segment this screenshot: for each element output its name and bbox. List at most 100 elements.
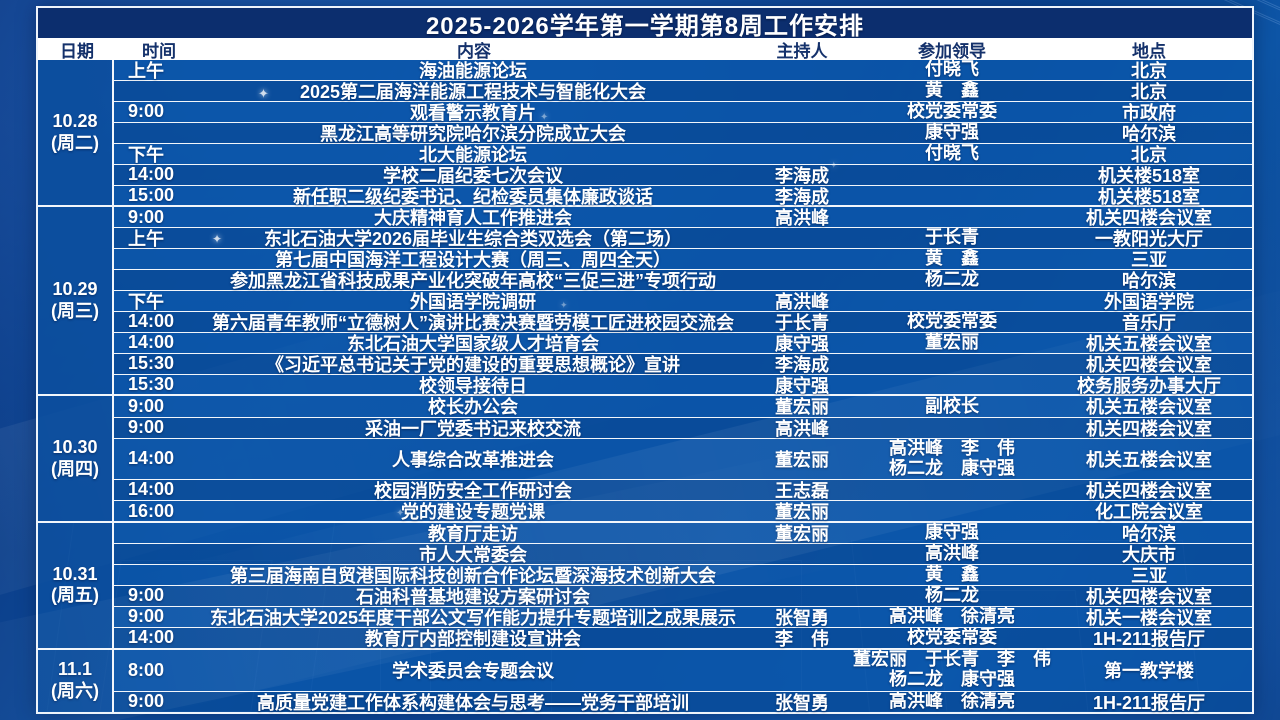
cell-location: 市政府	[1122, 102, 1176, 123]
cell-location: 机关一楼会议室	[1086, 607, 1212, 628]
cell-host	[746, 123, 858, 143]
table-body: 10.28 (周二) 上午 海油能源论坛 付晓飞 北京 2025第二届海洋能源工程技术与智能…	[38, 59, 1252, 713]
cell-time: 14:00	[128, 311, 175, 332]
cell-leaders: 高洪峰 李 伟杨二龙 康守强	[858, 438, 1046, 479]
cell-content: 第七届中国海洋工程设计大赛（周三、周四全天）	[275, 250, 671, 271]
page-title: 2025-2026学年第一学期第8周工作安排	[38, 8, 1252, 40]
cell-content: 外国语学院调研	[410, 291, 536, 312]
schedule-table: 2025-2026学年第一学期第8周工作安排 日期 时间 内容 主持人 参加领导…	[36, 6, 1254, 714]
cell-host: 董宏丽	[775, 397, 829, 418]
cell-location: 机关楼518室	[1097, 186, 1201, 207]
cell-leaders	[858, 418, 1046, 438]
leaders-line: 黄 鑫	[925, 79, 979, 100]
group-rows: 8:00 学术委员会专题会议 董宏丽 于长青 李 伟杨二龙 康守强 第一教学楼 9:00…	[114, 650, 1252, 713]
cell-content: 人事综合改革推进会	[392, 449, 554, 470]
header-cell-location: 地点	[1132, 41, 1166, 61]
cell-time: 8:00	[128, 659, 165, 680]
cell-content: 高质量党建工作体系构建体会与思考——党务干部培训	[257, 692, 689, 713]
cell-host: 张智勇	[775, 692, 829, 713]
cell-location: 机关四楼会议室	[1086, 354, 1212, 375]
schedule-row: 8:00 学术委员会专题会议 董宏丽 于长青 李 伟杨二龙 康守强 第一教学楼	[114, 650, 1252, 692]
cell-host	[746, 565, 858, 585]
cell-location: 三亚	[1131, 565, 1167, 586]
cell-content: 海油能源论坛	[419, 60, 527, 81]
cell-host: 高洪峰	[775, 291, 829, 312]
cell-time: 下午	[128, 144, 164, 165]
cell-host	[746, 249, 858, 269]
leaders-line: 杨二龙	[925, 269, 979, 290]
header-cell-host: 主持人	[776, 41, 828, 61]
cell-leaders: 杨二龙	[858, 584, 1046, 606]
schedule-row: 上午 海油能源论坛 付晓飞 北京	[114, 59, 1252, 81]
cell-leaders: 高洪峰	[858, 543, 1046, 564]
schedule-row: 上午 东北石油大学2026届毕业生综合类双选会（第二场） 于长青 一教阳光大厅	[114, 228, 1252, 249]
cell-leaders: 付晓飞	[858, 59, 1046, 80]
cell-time: 15:00	[128, 185, 175, 205]
schedule-row: 教育厅走访 董宏丽 康守强 哈尔滨	[114, 522, 1252, 544]
group-rows: 9:00 大庆精神育人工作推进会 高洪峰 机关四楼会议室 上午 东北石油大学2026届毕业…	[114, 207, 1252, 396]
cell-time: 9:00	[128, 395, 165, 416]
cell-content: 教育厅走访	[428, 524, 518, 544]
cell-time	[114, 523, 200, 543]
cell-time: 9:00	[128, 585, 165, 606]
cell-location: 北京	[1131, 60, 1167, 81]
cell-location: 机关五楼会议室	[1086, 397, 1212, 418]
cell-location: 机关四楼会议室	[1086, 208, 1212, 229]
cell-time: 14:00	[128, 164, 175, 185]
cell-time: 上午	[128, 60, 164, 81]
date-group: 11.1 (周六) 8:00 学术委员会专题会议 董宏丽 于长青 李 伟杨二龙 康守强 第…	[38, 650, 1252, 713]
cell-location: 1H-211报告厅	[1092, 628, 1206, 649]
group-rows: 上午 海油能源论坛 付晓飞 北京 2025第二届海洋能源工程技术与智能化大会黄 鑫北京 9…	[114, 59, 1252, 207]
cell-host	[746, 650, 858, 691]
date-cell: 10.29 (周三)	[38, 207, 114, 395]
cell-host: 于长青	[775, 312, 829, 333]
cell-content: 教育厅内部控制建设宣讲会	[365, 628, 581, 649]
leaders-line: 校党委常委	[907, 310, 997, 331]
cell-content: 新任职二级纪委书记、纪检委员集体廉政谈话	[293, 186, 653, 207]
date-group: 10.28 (周二) 上午 海油能源论坛 付晓飞 北京 2025第二届海洋能源工程技术与智能…	[38, 59, 1252, 208]
date-label: 10.28	[52, 111, 98, 132]
cell-time	[114, 565, 200, 585]
cell-time: 15:30	[128, 353, 175, 374]
cell-leaders	[858, 354, 1046, 374]
leaders-line: 高洪峰 徐清亮	[889, 690, 1015, 711]
cell-location: 北京	[1131, 144, 1167, 165]
cell-leaders: 黄 鑫	[858, 564, 1046, 585]
cell-time: 下午	[128, 291, 164, 312]
cell-location: 机关五楼会议室	[1086, 333, 1212, 354]
schedule-row: 9:00 石油科普基地建设方案研讨会 杨二龙 机关四楼会议室	[114, 584, 1252, 607]
cell-location: 哈尔滨	[1122, 524, 1176, 544]
schedule-row: 15:00 新任职二级纪委书记、纪检委员集体廉政谈话 李海成 机关楼518室	[114, 185, 1252, 207]
cell-location: 机关四楼会议室	[1086, 586, 1212, 607]
cell-leaders: 付晓飞	[858, 143, 1046, 164]
cell-location: 音乐厅	[1122, 312, 1176, 333]
cell-time: 14:00	[128, 448, 175, 469]
cell-content: 大庆精神育人工作推进会	[374, 208, 572, 229]
cell-content: 北大能源论坛	[419, 144, 527, 165]
schedule-row: 9:00 大庆精神育人工作推进会 高洪峰 机关四楼会议室	[114, 207, 1252, 228]
cell-leaders: 杨二龙	[858, 269, 1046, 290]
cell-location: 化工院会议室	[1095, 502, 1203, 522]
cell-time: 14:00	[128, 627, 175, 648]
cell-content: 黑龙江高等研究院哈尔滨分院成立大会	[320, 123, 626, 144]
leaders-line: 高洪峰 徐清亮	[889, 605, 1015, 626]
cell-leaders	[858, 165, 1046, 185]
schedule-row: 9:00 校长办公会 董宏丽 副校长 机关五楼会议室	[114, 395, 1252, 418]
schedule-row: 下午 外国语学院调研 高洪峰 外国语学院	[114, 290, 1252, 312]
date-group: 10.30 (周四) 9:00 校长办公会 董宏丽 副校长 机关五楼会议室 9:00 采油一厂党…	[38, 395, 1252, 524]
cell-leaders: 于长青	[858, 228, 1046, 248]
schedule-row: 第三届海南自贸港国际科技创新合作论坛暨深海技术创新大会 黄 鑫 三亚	[114, 564, 1252, 586]
leaders-line: 杨二龙	[925, 584, 979, 605]
cell-content: 采油一厂党委书记来校交流	[365, 418, 581, 439]
cell-leaders	[858, 207, 1046, 227]
cell-leaders: 校党委常委	[858, 627, 1046, 648]
weekday-label: (周四)	[51, 458, 99, 479]
cell-content: 《习近平总书记关于党的建设的重要思想概论》宣讲	[266, 354, 680, 375]
cell-content: 观看警示教育片	[410, 102, 536, 123]
cell-host	[746, 60, 858, 80]
date-label: 11.1	[57, 659, 93, 680]
leaders-line: 黄 鑫	[925, 248, 979, 269]
cell-location: 1H-211报告厅	[1092, 692, 1206, 713]
cell-content: 校领导接待日	[419, 375, 527, 396]
